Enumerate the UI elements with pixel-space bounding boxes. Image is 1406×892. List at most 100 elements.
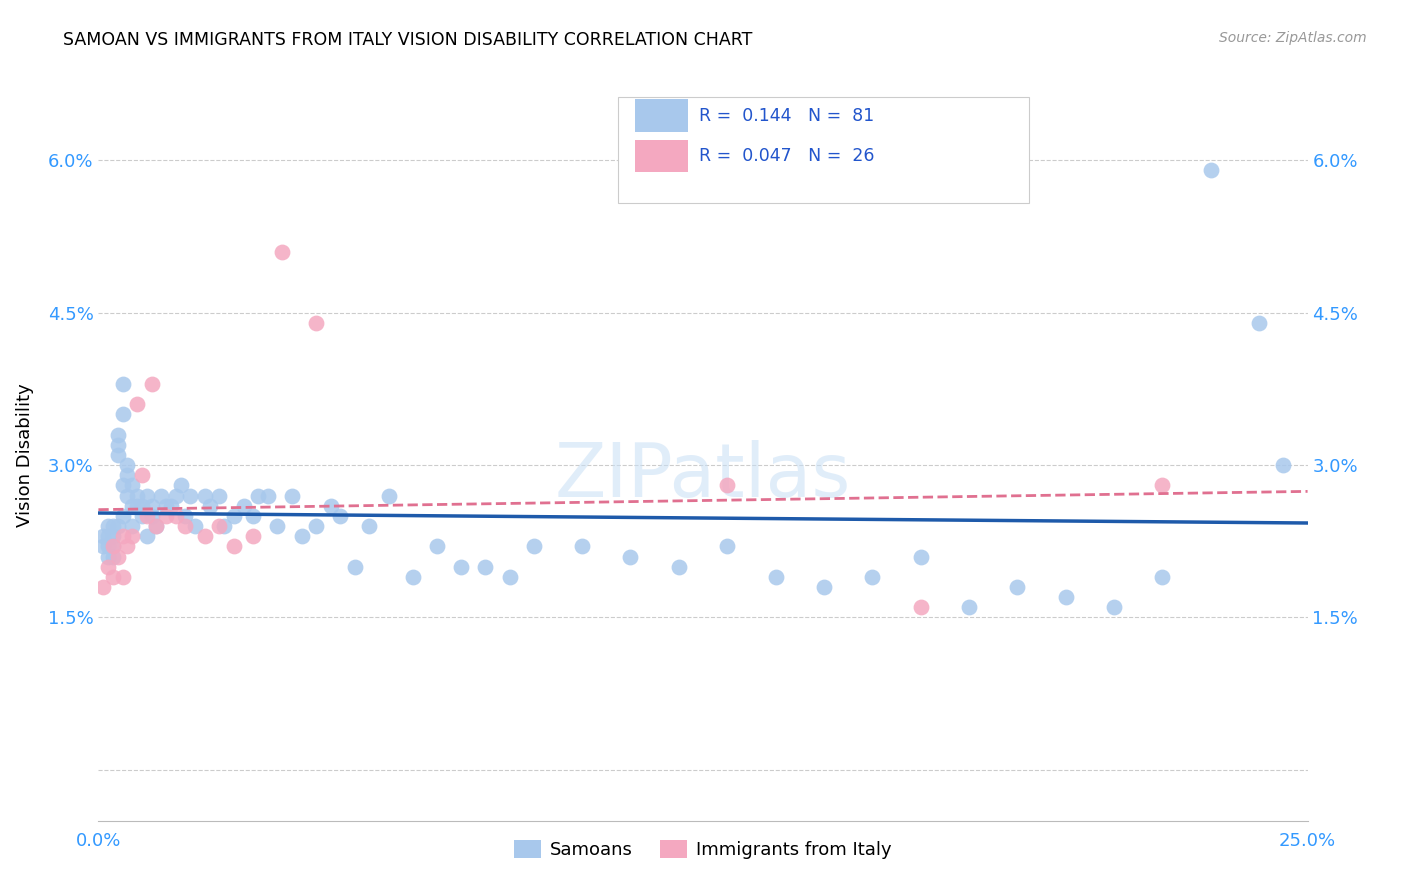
Point [498, 570, 520, 584]
Point [523, 539, 546, 553]
Point [450, 559, 472, 574]
Point [212, 519, 235, 533]
Point [222, 539, 245, 553]
Point [165, 508, 187, 523]
Point [131, 468, 153, 483]
Point [377, 489, 399, 503]
Point [131, 508, 153, 523]
Point [150, 489, 173, 503]
Point [179, 489, 201, 503]
Point [97, 519, 120, 533]
Point [716, 478, 738, 492]
Point [305, 316, 328, 330]
Point [97, 529, 120, 543]
Point [426, 539, 449, 553]
Point [860, 570, 883, 584]
Point [101, 519, 124, 533]
Point [131, 499, 153, 513]
Point [256, 489, 278, 503]
Point [184, 519, 207, 533]
Point [765, 570, 787, 584]
Point [290, 529, 312, 543]
Point [111, 529, 134, 543]
Point [174, 519, 197, 533]
Point [121, 478, 143, 492]
Point [101, 539, 124, 553]
Point [107, 438, 129, 452]
Text: ZIPatlas: ZIPatlas [555, 441, 851, 514]
Point [266, 519, 288, 533]
Point [232, 499, 254, 513]
Point [319, 499, 342, 513]
Point [121, 499, 143, 513]
Point [359, 519, 381, 533]
Point [107, 519, 129, 533]
Point [121, 529, 143, 543]
Point [97, 559, 120, 574]
Point [329, 508, 352, 523]
Point [1249, 316, 1271, 330]
Point [141, 376, 163, 391]
Point [402, 570, 425, 584]
Point [474, 559, 496, 574]
Point [101, 549, 124, 564]
Text: SAMOAN VS IMMIGRANTS FROM ITALY VISION DISABILITY CORRELATION CHART: SAMOAN VS IMMIGRANTS FROM ITALY VISION D… [63, 31, 752, 49]
Point [242, 529, 264, 543]
Text: Source: ZipAtlas.com: Source: ZipAtlas.com [1219, 31, 1367, 45]
Point [91, 539, 114, 553]
Point [271, 244, 294, 259]
Point [910, 549, 932, 564]
FancyBboxPatch shape [619, 96, 1029, 202]
Point [111, 570, 134, 584]
Point [174, 508, 197, 523]
Point [107, 549, 129, 564]
Point [141, 499, 163, 513]
Point [117, 458, 139, 472]
Point [101, 529, 124, 543]
Point [127, 397, 149, 411]
Point [111, 376, 134, 391]
Point [247, 489, 270, 503]
Point [208, 519, 231, 533]
Point [222, 508, 245, 523]
Point [117, 489, 139, 503]
FancyBboxPatch shape [636, 99, 689, 132]
Point [1102, 600, 1125, 615]
Point [305, 519, 328, 533]
Point [121, 519, 143, 533]
Point [281, 489, 304, 503]
Point [155, 499, 177, 513]
Point [242, 508, 264, 523]
Point [101, 570, 124, 584]
Point [813, 580, 835, 594]
Point [165, 489, 187, 503]
Point [91, 580, 114, 594]
Point [1007, 580, 1029, 594]
Point [208, 489, 231, 503]
Point [117, 468, 139, 483]
Point [97, 549, 120, 564]
Point [1054, 590, 1077, 604]
Point [101, 539, 124, 553]
Point [160, 499, 183, 513]
Point [135, 529, 157, 543]
Point [198, 499, 221, 513]
Point [169, 478, 191, 492]
Point [957, 600, 980, 615]
Point [343, 559, 366, 574]
Point [1199, 163, 1222, 178]
Text: R =  0.047   N =  26: R = 0.047 N = 26 [699, 147, 875, 165]
Point [194, 529, 217, 543]
Point [135, 508, 157, 523]
Point [111, 407, 134, 421]
Point [1272, 458, 1295, 472]
Point [194, 489, 217, 503]
Point [111, 508, 134, 523]
Point [107, 448, 129, 462]
Text: R =  0.144   N =  81: R = 0.144 N = 81 [699, 106, 875, 125]
Point [571, 539, 593, 553]
Point [1152, 570, 1174, 584]
Point [127, 499, 149, 513]
Point [127, 489, 149, 503]
Legend: Samoans, Immigrants from Italy: Samoans, Immigrants from Italy [508, 832, 898, 866]
